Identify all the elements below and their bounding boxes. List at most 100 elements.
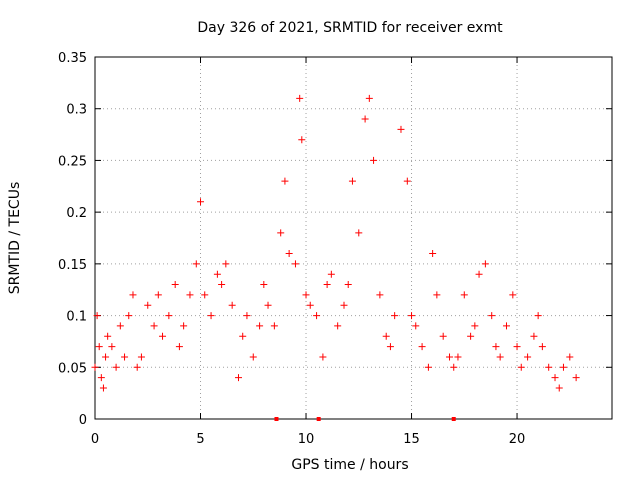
data-point — [129, 291, 137, 299]
data-point — [509, 291, 517, 299]
series-srmtid — [91, 94, 580, 392]
data-point — [256, 322, 264, 330]
data-point — [475, 270, 483, 278]
y-tick-label: 0 — [79, 413, 87, 428]
x-tick-label: 15 — [403, 432, 420, 447]
data-point — [296, 94, 304, 102]
data-point — [154, 291, 162, 299]
data-point — [502, 322, 510, 330]
data-point — [133, 363, 141, 371]
data-point — [313, 312, 321, 320]
data-point — [218, 281, 226, 289]
data-point — [186, 291, 194, 299]
data-point — [239, 332, 247, 340]
x-tick-label: 10 — [298, 432, 315, 447]
data-point — [260, 281, 268, 289]
data-point — [513, 343, 521, 351]
data-point — [517, 363, 525, 371]
data-point — [150, 322, 158, 330]
data-point — [534, 312, 542, 320]
data-point — [175, 343, 183, 351]
axis-marker — [274, 417, 279, 421]
data-point — [319, 353, 327, 361]
data-point — [344, 281, 352, 289]
data-point — [408, 312, 416, 320]
x-tick-label: 20 — [509, 432, 526, 447]
data-point — [340, 301, 348, 309]
data-point — [99, 384, 107, 392]
y-tick-label: 0.25 — [58, 154, 87, 169]
data-point — [91, 363, 99, 371]
data-point — [559, 363, 567, 371]
data-point — [116, 322, 124, 330]
data-point — [481, 260, 489, 268]
axis-markers — [274, 417, 456, 421]
data-point — [281, 177, 289, 185]
data-point — [222, 260, 230, 268]
data-point — [376, 291, 384, 299]
chart-title: Day 326 of 2021, SRMTID for receiver exm… — [197, 20, 503, 36]
data-point — [467, 332, 475, 340]
data-point — [538, 343, 546, 351]
data-point — [524, 353, 532, 361]
data-point — [159, 332, 167, 340]
data-point — [197, 198, 205, 206]
data-point — [192, 260, 200, 268]
data-point — [277, 229, 285, 237]
data-point — [355, 229, 363, 237]
y-tick-label: 0.2 — [66, 206, 87, 221]
data-point — [249, 353, 257, 361]
data-point — [391, 312, 399, 320]
data-point — [97, 374, 105, 382]
data-point — [530, 332, 538, 340]
data-point — [496, 353, 504, 361]
data-point — [386, 343, 394, 351]
y-tick-labels: 0 0.05 0.1 0.15 0.2 0.25 0.3 0.35 — [58, 51, 87, 428]
data-point — [446, 353, 454, 361]
data-point — [439, 332, 447, 340]
data-point — [397, 125, 405, 133]
data-point — [454, 353, 462, 361]
data-point — [228, 301, 236, 309]
data-point — [365, 94, 373, 102]
data-point — [270, 322, 278, 330]
y-tick-label: 0.15 — [58, 258, 87, 273]
data-point — [302, 291, 310, 299]
data-point — [112, 363, 120, 371]
data-point — [285, 250, 293, 258]
plot-frame — [94, 56, 613, 420]
data-point — [572, 374, 580, 382]
data-point — [412, 322, 420, 330]
data-point — [418, 343, 426, 351]
data-point — [102, 353, 110, 361]
data-point — [348, 177, 356, 185]
data-point — [433, 291, 441, 299]
data-point — [492, 343, 500, 351]
x-tick-labels: 0 5 10 15 20 — [91, 432, 525, 447]
data-point — [551, 374, 559, 382]
data-point — [545, 363, 553, 371]
data-point — [234, 374, 242, 382]
data-point — [137, 353, 145, 361]
data-point — [291, 260, 299, 268]
grid-lines — [95, 57, 612, 419]
y-tick-label: 0.05 — [58, 361, 87, 376]
data-point — [323, 281, 331, 289]
x-tick-label: 5 — [196, 432, 204, 447]
axis-marker — [451, 417, 456, 421]
data-point — [361, 115, 369, 123]
data-point — [488, 312, 496, 320]
data-point — [334, 322, 342, 330]
data-point — [95, 343, 103, 351]
data-point — [424, 363, 432, 371]
data-point — [327, 270, 335, 278]
y-tick-label: 0.1 — [66, 310, 87, 325]
data-point — [264, 301, 272, 309]
data-point — [450, 363, 458, 371]
y-tick-label: 0.35 — [58, 51, 87, 66]
data-point — [213, 270, 221, 278]
data-point — [144, 301, 152, 309]
data-point — [471, 322, 479, 330]
